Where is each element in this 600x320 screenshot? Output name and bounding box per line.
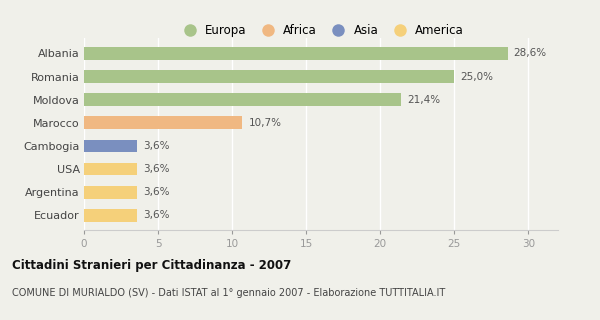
Bar (84, 209, 137, 222)
Text: 3,6%: 3,6% (143, 141, 170, 151)
Text: COMUNE DI MURIALDO (SV) - Dati ISTAT al 1° gennaio 2007 - Elaborazione TUTTITALI: COMUNE DI MURIALDO (SV) - Dati ISTAT al … (12, 288, 445, 298)
Bar (84, 116, 242, 129)
Text: 25,0%: 25,0% (460, 72, 493, 82)
Bar (84, 93, 401, 106)
Legend: Europa, Africa, Asia, America: Europa, Africa, Asia, America (173, 19, 469, 42)
Bar (84, 70, 454, 83)
Text: 10,7%: 10,7% (248, 118, 281, 128)
Text: 3,6%: 3,6% (143, 187, 170, 197)
Text: 3,6%: 3,6% (143, 210, 170, 220)
Text: 21,4%: 21,4% (407, 95, 440, 105)
Bar (84, 186, 137, 198)
Text: Cittadini Stranieri per Cittadinanza - 2007: Cittadini Stranieri per Cittadinanza - 2… (12, 259, 291, 272)
Bar (84, 140, 137, 152)
Bar (84, 47, 508, 60)
Text: 3,6%: 3,6% (143, 164, 170, 174)
Text: 28,6%: 28,6% (514, 49, 547, 59)
Bar (84, 163, 137, 175)
